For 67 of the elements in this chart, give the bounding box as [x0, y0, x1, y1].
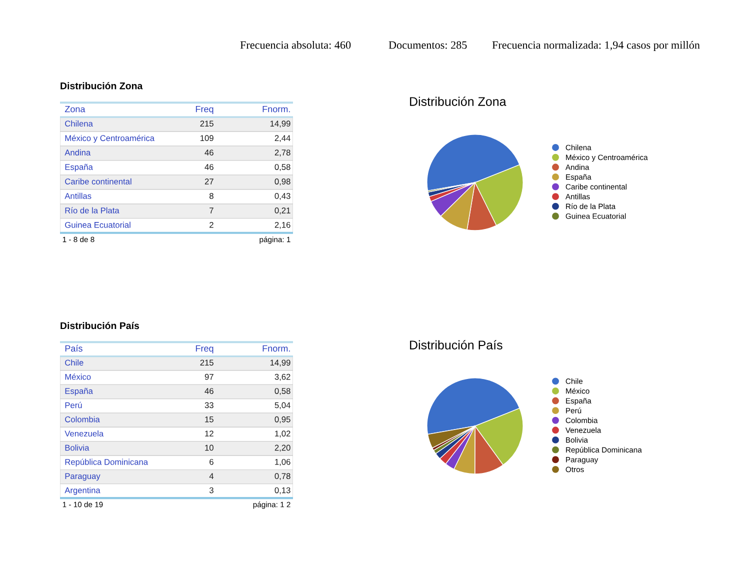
text: México y Centroamérica — [65, 134, 155, 143]
text: Guinea Ecuatorial — [65, 222, 130, 228]
text: 8 — [210, 193, 214, 199]
text: 27 — [204, 178, 214, 184]
text: Freq — [196, 106, 214, 114]
text: País — [65, 344, 82, 352]
text: Chilena — [65, 120, 93, 127]
text: 46 — [204, 164, 214, 170]
text: Perú — [65, 402, 82, 408]
chart-title: Distribución Zona — [410, 96, 506, 106]
text: Freq — [196, 345, 214, 354]
text: España — [65, 164, 93, 172]
text: 6 — [210, 458, 214, 465]
text: 46 — [204, 150, 214, 156]
text: 1,06 — [275, 458, 290, 466]
text: Chile — [65, 359, 84, 366]
text: 46 — [204, 388, 214, 394]
text: 14,99 — [270, 360, 290, 367]
text: Paraguay — [65, 473, 100, 481]
text: Antillas — [64, 192, 92, 199]
text: 12 — [205, 430, 214, 436]
text: Distribución Zona — [60, 82, 143, 90]
text: Fnorm. — [262, 106, 290, 112]
text: Río de la Plata — [65, 207, 120, 214]
text: 15 — [205, 416, 214, 422]
text: 2,78 — [274, 150, 290, 156]
text: Bolivia — [65, 444, 90, 451]
text: 0,21 — [274, 207, 290, 214]
text: Caribe continental — [65, 178, 132, 184]
text: 0,13 — [274, 487, 290, 494]
text: Zona — [64, 106, 86, 112]
chart-title: Distribución País — [410, 340, 502, 350]
text: 215 — [200, 360, 214, 366]
text: Argentina — [64, 487, 100, 495]
text: 215 — [200, 120, 214, 127]
text: México — [65, 374, 91, 380]
text: 0,95 — [274, 416, 290, 424]
text: Documentos: 285 — [388, 41, 467, 49]
text: Frecuencia absoluta: 460 — [240, 40, 351, 49]
text: 7 — [210, 208, 214, 214]
text: 1,02 — [275, 430, 290, 438]
text: Colombia — [65, 416, 100, 422]
text: 0,43 — [274, 193, 290, 200]
text: 2 — [210, 222, 214, 228]
text: 5,04 — [274, 402, 290, 410]
text: 2,20 — [274, 444, 290, 452]
text: 0,58 — [274, 388, 290, 395]
text: Andina — [64, 149, 91, 156]
text: 97 — [204, 374, 214, 380]
text: 14,99 — [270, 120, 290, 128]
text: 0,58 — [274, 164, 290, 171]
text: 0,98 — [274, 178, 290, 186]
text: 109 — [200, 135, 214, 142]
text: Venezuela — [64, 430, 104, 437]
text: 10 — [205, 444, 214, 451]
text: 3 — [209, 487, 214, 494]
text: República Dominicana — [65, 458, 148, 467]
text: Fnorm. — [262, 345, 290, 352]
text: 2,16 — [274, 222, 290, 229]
text: 4 — [209, 473, 214, 479]
text: 2,44 — [274, 135, 290, 142]
text: Frecuencia normalizada: 1,94 casos por millón — [492, 40, 700, 52]
text: 0,78 — [274, 473, 290, 480]
text: Distribución País — [60, 322, 140, 330]
text: 3,62 — [274, 374, 290, 381]
text: España — [65, 388, 93, 396]
text: 33 — [204, 402, 214, 408]
